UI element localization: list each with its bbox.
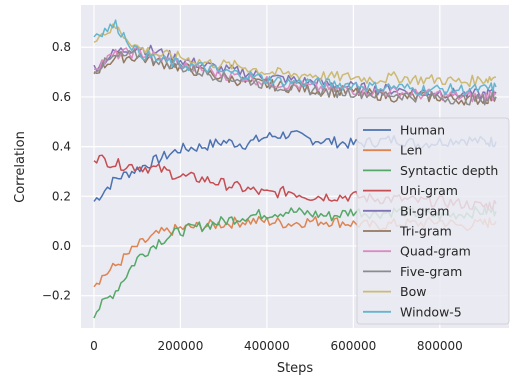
x-tick-label: 200000 (158, 339, 204, 353)
legend-label-window-5: Window-5 (400, 304, 462, 319)
grid (81, 5, 509, 328)
legend-label-len: Len (400, 143, 422, 158)
legend-label-five-gram: Five-gram (400, 264, 462, 279)
legend-label-uni-gram: Uni-gram (400, 183, 458, 198)
y-tick-label: 0.6 (52, 90, 71, 104)
series-line-window-5 (93, 19, 497, 96)
legend-label-tri-gram: Tri-gram (399, 224, 452, 239)
y-tick-label: 0.0 (52, 239, 71, 253)
x-tick-label: 0 (90, 339, 98, 353)
x-tick-label: 800000 (417, 339, 463, 353)
legend-label-human: Human (400, 123, 445, 138)
legend: Human Len Syntactic depth Uni-gram Bi-gram Tr… (356, 117, 510, 325)
legend-label-bow: Bow (400, 284, 426, 299)
series-line-tri-gram (93, 51, 497, 106)
legend-label-syntactic-depth: Syntactic depth (400, 163, 498, 178)
y-tick-label: −0.2 (42, 289, 71, 303)
tick-labels: 0 200000 400000 600000 800000 −0.2 0.0 0.2 0.4 0.… (42, 40, 463, 353)
y-axis-label: Correlation (13, 131, 28, 203)
legend-label-bi-gram: Bi-gram (400, 203, 449, 218)
y-tick-label: 0.4 (52, 140, 71, 154)
y-tick-label: 0.8 (52, 40, 71, 54)
x-tick-label: 400000 (244, 339, 290, 353)
legend-label-quad-gram: Quad-gram (400, 244, 471, 259)
legend-box (356, 117, 510, 325)
x-axis-label: Steps (277, 361, 314, 376)
x-tick-label: 600000 (330, 339, 376, 353)
y-tick-label: 0.2 (52, 189, 71, 203)
